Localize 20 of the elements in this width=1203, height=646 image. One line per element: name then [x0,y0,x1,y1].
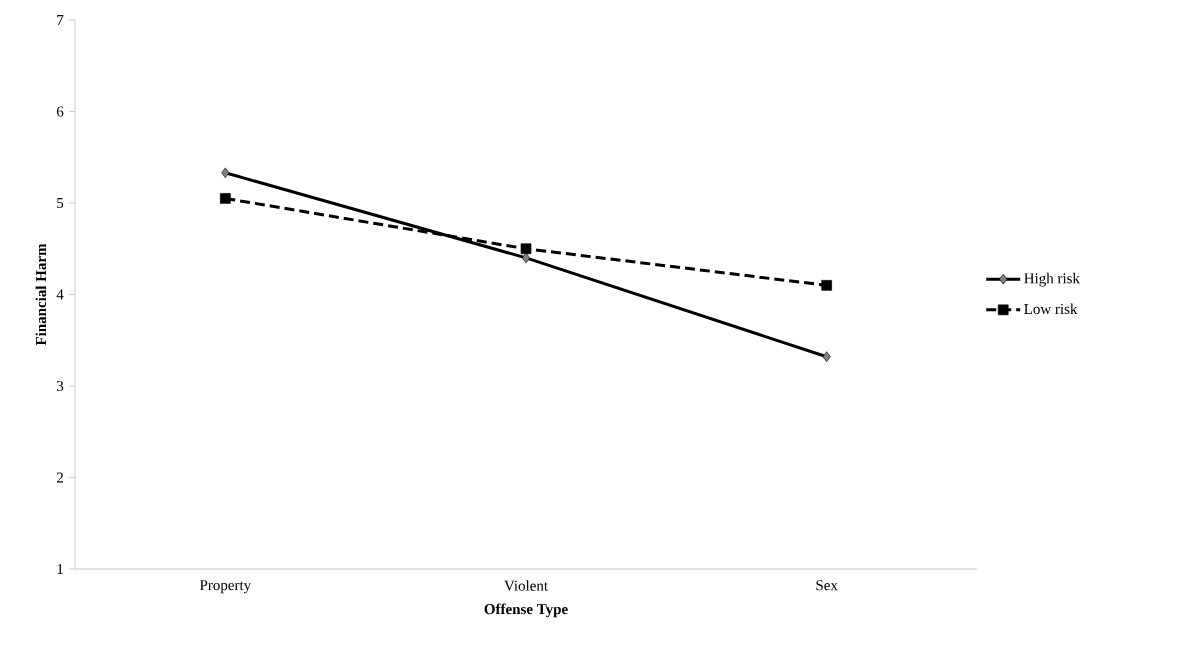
point [520,243,532,255]
legend-label: High risk [1024,272,1080,287]
point [221,167,230,179]
y-tick-label: 1 [57,564,63,574]
y-tick-label: 6 [56,106,64,117]
point [521,252,531,264]
y-tick-label: 4 [56,289,64,300]
y-tick-label: 7 [57,15,64,25]
y-tick-label: 5 [57,198,64,208]
point [822,351,831,363]
legend-label: Low risk [1024,303,1078,315]
point [821,280,832,291]
y-tick-label: 2 [56,472,63,483]
x-tick-label: Sex [816,580,838,591]
x-axis-title: Offense Type [484,603,568,618]
y-tick-label: 3 [57,380,64,392]
x-tick-label: Violent [504,580,548,591]
point [220,193,231,204]
x-tick-label: Property [199,580,252,594]
y-axis-title: Financial Harm [35,243,47,346]
